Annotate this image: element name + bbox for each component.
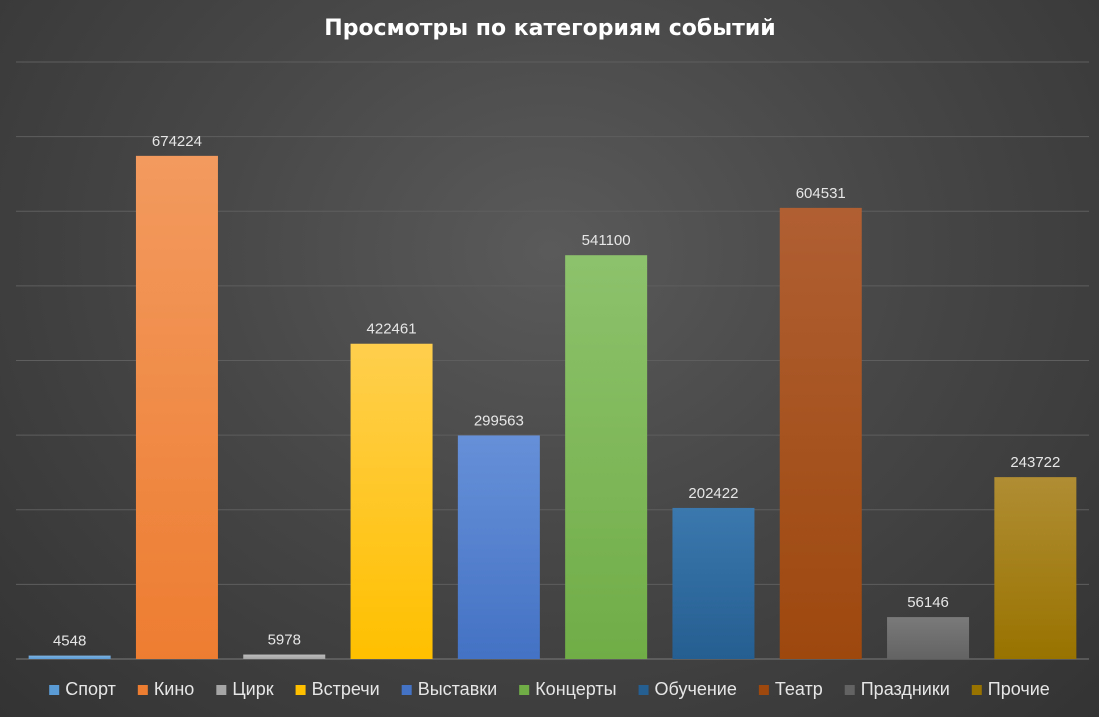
- legend-item: Кино: [137, 679, 195, 699]
- legend-swatch: [971, 685, 982, 695]
- bar-3: [243, 654, 326, 659]
- data-labels: 4548 674224 5978 422461 299563 541100 202422 60…: [53, 133, 1060, 650]
- legend-item: Театр: [758, 679, 823, 699]
- legend-label: Праздники: [861, 679, 950, 699]
- data-label: 4548: [53, 633, 86, 650]
- legend-item: Праздники: [844, 679, 950, 699]
- legend-item: Выставки: [401, 679, 498, 699]
- legend-item: Концерты: [519, 679, 617, 699]
- legend-label: Встречи: [312, 679, 380, 699]
- bar-9: [887, 617, 970, 659]
- chart-title: Просмотры по категориям событий: [324, 16, 775, 41]
- legend-swatch: [519, 685, 530, 695]
- bar-8: [779, 207, 862, 659]
- legend-label: Кино: [154, 679, 195, 699]
- legend-swatch: [137, 685, 148, 695]
- legend-swatch: [638, 685, 649, 695]
- data-label: 243722: [1010, 454, 1060, 471]
- data-label: 56146: [907, 594, 949, 611]
- legend-label: Прочие: [988, 679, 1050, 699]
- bar-7: [672, 507, 755, 659]
- data-label: 299563: [474, 412, 524, 429]
- legend-label: Цирк: [232, 679, 273, 699]
- data-label: 202422: [688, 485, 738, 502]
- legend-item: Обучение: [638, 679, 737, 699]
- legend-swatch: [758, 685, 769, 695]
- legend: Спорт Кино Цирк Встречи Выставки Концерты Обуч…: [49, 679, 1050, 699]
- data-label: 674224: [152, 133, 202, 150]
- bar-1: [28, 655, 111, 659]
- legend-swatch: [216, 685, 227, 695]
- legend-label: Обучение: [655, 679, 737, 699]
- data-label: 604531: [796, 185, 846, 202]
- bar-6: [565, 255, 648, 659]
- legend-swatch: [844, 685, 855, 695]
- bar-5: [457, 435, 540, 659]
- legend-item: Встречи: [295, 679, 380, 699]
- legend-label: Театр: [775, 679, 823, 699]
- legend-label: Концерты: [535, 679, 616, 699]
- bar-10: [994, 477, 1077, 659]
- legend-swatch: [295, 685, 306, 695]
- legend-item: Прочие: [971, 679, 1050, 699]
- bars: [28, 155, 1077, 659]
- data-label: 5978: [268, 632, 301, 649]
- legend-item: Цирк: [216, 679, 274, 699]
- legend-item: Спорт: [49, 679, 116, 699]
- bar-4: [350, 343, 433, 659]
- data-label: 541100: [582, 232, 631, 249]
- legend-label: Выставки: [418, 679, 498, 699]
- legend-swatch: [401, 685, 412, 695]
- data-label: 422461: [367, 321, 417, 338]
- legend-label: Спорт: [65, 679, 116, 699]
- legend-swatch: [49, 685, 60, 695]
- bar-2: [135, 155, 218, 659]
